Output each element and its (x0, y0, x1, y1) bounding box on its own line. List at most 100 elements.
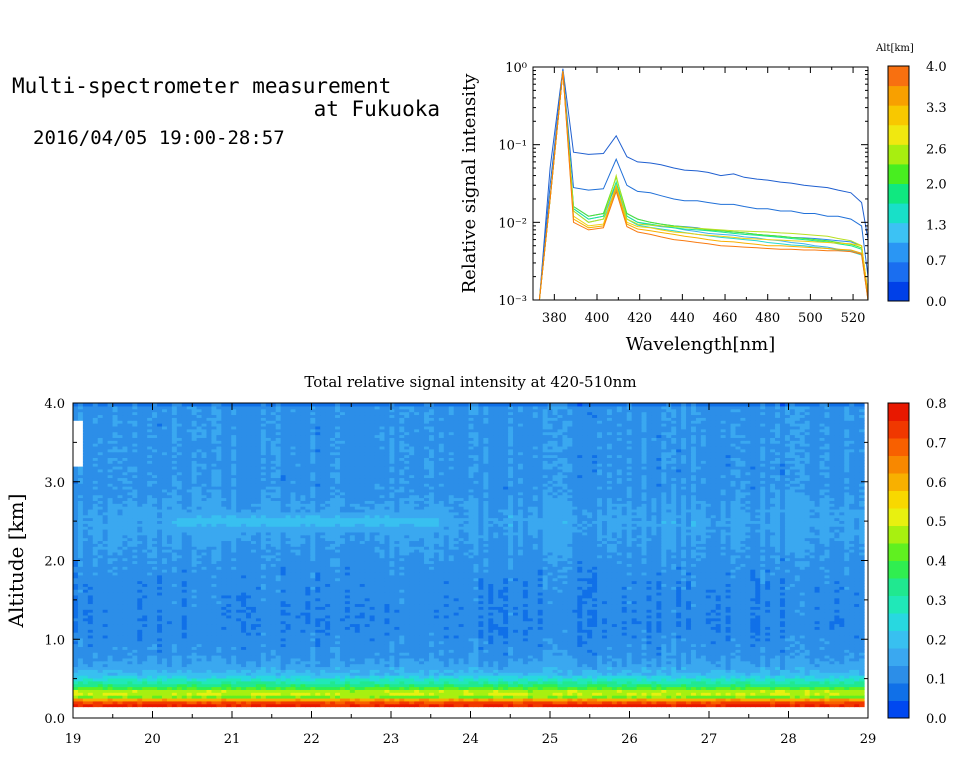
heatmap-cell (700, 677, 707, 682)
heatmap-cell (260, 709, 267, 713)
heatmap-cell (606, 677, 613, 682)
heatmap-cell (354, 697, 361, 702)
heatmap-cell (320, 675, 326, 679)
heatmap-cell (676, 709, 682, 713)
heatmap-cell (369, 706, 376, 711)
heatmap-cell (166, 712, 173, 716)
heatmap-cell (463, 709, 470, 713)
heatmap-cell (829, 697, 835, 702)
heatmap-cell (508, 706, 514, 711)
heatmap-cell (473, 695, 479, 699)
heatmap-cell (92, 706, 99, 711)
heatmap-cell (211, 706, 217, 711)
heatmap-cell (715, 689, 722, 693)
heatmap-cell (547, 697, 554, 702)
heatmap-cell (508, 700, 514, 705)
heatmap-cell (611, 706, 618, 711)
heatmap-cell (384, 686, 391, 690)
heatmap-cell (849, 675, 855, 679)
heatmap-cell (493, 712, 499, 716)
heatmap-cell (73, 672, 79, 676)
heatmap-cell (770, 697, 776, 702)
heatmap-cell (260, 692, 267, 696)
heatmap-cell (438, 712, 445, 716)
heatmap-cell (325, 677, 331, 682)
heatmap-cell (839, 700, 845, 705)
heatmap-cell (611, 689, 618, 693)
heatmap-cell (859, 689, 865, 693)
heatmap-cell (765, 703, 771, 708)
heatmap-cell (335, 675, 341, 679)
heatmap-cell (92, 703, 99, 708)
heatmap-cell (285, 703, 292, 708)
heatmap-cell (250, 709, 257, 713)
heatmap-cell (112, 695, 119, 699)
heatmap-cell (765, 706, 771, 711)
heatmap-cell (364, 680, 371, 685)
heatmap-cell (433, 709, 440, 713)
heatmap-cell (458, 695, 465, 699)
heatmap-cell (735, 695, 742, 699)
heatmap-cell (829, 703, 835, 708)
heatmap-cell (384, 677, 391, 682)
heatmap-cell (236, 695, 242, 699)
heatmap-cell (330, 715, 336, 719)
heatmap-cell (295, 677, 302, 682)
heatmap-cell (814, 675, 821, 679)
heatmap-cell (468, 672, 475, 676)
heatmap-cell (671, 700, 677, 705)
heatmap-cell (152, 703, 158, 708)
heatmap-cell (621, 683, 628, 688)
heatmap-cell (794, 683, 801, 688)
heatmap-cell (755, 712, 761, 716)
heatmap-cell (473, 677, 479, 682)
heatmap-cell (844, 715, 850, 719)
heatmap-cell (468, 697, 475, 702)
heatmap-cell (191, 692, 198, 696)
heatmap-cell (206, 695, 213, 699)
heatmap-cell (92, 697, 99, 702)
heatmap-cell (508, 677, 514, 682)
heatmap-cell (191, 706, 198, 711)
heatmap-cell (117, 709, 124, 713)
heatmap-cell (270, 689, 277, 693)
heatmap-cell (552, 715, 559, 719)
heatmap-cell (132, 689, 138, 693)
heatmap-cell (488, 672, 494, 676)
heatmap-cell (592, 680, 598, 685)
heatmap-cell (260, 683, 267, 688)
heatmap-cell (503, 689, 509, 693)
heatmap-cell (775, 680, 781, 685)
heatmap-cell (789, 689, 796, 693)
heatmap-cell (265, 712, 272, 716)
heatmap-cell (339, 703, 346, 708)
heatmap-cell (517, 689, 524, 693)
heatmap-cell (582, 712, 588, 716)
heatmap-cell (686, 692, 692, 696)
heatmap-cell (152, 675, 158, 679)
heatmap-cell (280, 692, 287, 696)
heatmap-cell (794, 706, 801, 711)
heatmap-cell (354, 700, 361, 705)
heatmap-cell (379, 672, 386, 676)
heatmap-cell (715, 709, 722, 713)
heatmap-cell (127, 692, 133, 696)
heatmap-cell (493, 677, 499, 682)
heatmap-cell (107, 709, 114, 713)
heatmap-cell (394, 672, 400, 676)
heatmap-cell (275, 715, 282, 719)
heatmap-cell (641, 697, 648, 702)
heatmap-cell (241, 700, 247, 705)
heatmap-cell (409, 677, 415, 682)
heatmap-cell (819, 709, 826, 713)
heatmap-cell (275, 706, 282, 711)
heatmap-cell (310, 703, 316, 708)
heatmap-cell (631, 700, 638, 705)
heatmap-cell (824, 700, 831, 705)
heatmap-cell (320, 686, 326, 690)
heatmap-cell (532, 683, 539, 688)
heatmap-cell (597, 697, 603, 702)
heatmap-cell (87, 692, 94, 696)
heatmap-cell (765, 709, 771, 713)
heatmap-cell (325, 715, 331, 719)
